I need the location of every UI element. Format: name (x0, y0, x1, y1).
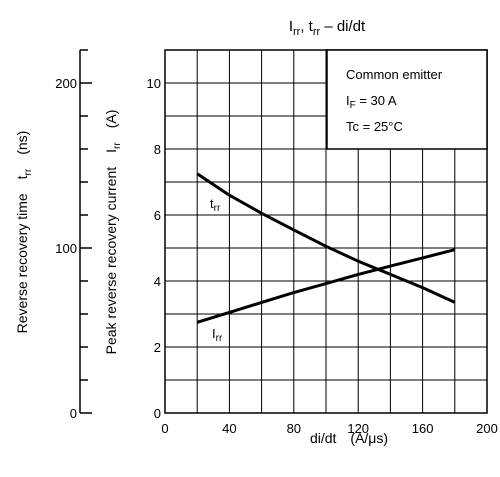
y-axis-label-time: Reverse recovery timetrr(ns) (14, 131, 34, 334)
y-current-symbol-sub: rr (112, 142, 123, 149)
series-layer (196, 172, 456, 324)
legend-line-1: Common emitter (346, 67, 443, 82)
time-axis-ticks: 0 100 200 (55, 49, 92, 421)
current-axis-tick-labels: 0 2 4 6 8 10 (147, 76, 161, 421)
series-line-trr (196, 172, 456, 304)
series-label-trr: trr (210, 196, 221, 214)
legend-line-2: IF = 30 A (346, 93, 397, 111)
current-tick-label: 8 (154, 142, 161, 157)
current-tick-label: 6 (154, 208, 161, 223)
title-mid: , t (300, 18, 313, 35)
y-time-symbol-sub: rr (23, 168, 34, 175)
legend-box-frame (326, 49, 488, 150)
x-tick-labels: 0 40 80 120 160 200 (161, 421, 497, 436)
y-time-unit: (ns) (14, 131, 30, 155)
x-tick-label: 0 (161, 421, 168, 436)
y-time-symbol: t (14, 175, 30, 179)
time-tick-label: 100 (55, 241, 77, 256)
x-axis-unit: (A/μs) (350, 430, 388, 446)
plot-frame (164, 49, 488, 414)
chart-title: Irr, trr – di/dt (289, 18, 366, 38)
series-label-trr-sub: rr (214, 203, 221, 214)
x-tick-label: 200 (476, 421, 498, 436)
y-current-unit: (A) (103, 110, 119, 129)
y-current-symbol: I (103, 149, 119, 153)
legend-line-3: Tc = 25°C (346, 119, 403, 134)
title-sub-1: rr (293, 26, 301, 38)
current-tick-label: 2 (154, 340, 161, 355)
title-tail: – di/dt (320, 18, 366, 35)
title-sub-2: rr (313, 26, 321, 38)
legend-line-2-tail: = 30 A (356, 93, 397, 108)
x-tick-label: 120 (347, 421, 369, 436)
x-tick-label: 80 (287, 421, 301, 436)
series-label-irr: Irr (212, 326, 223, 344)
current-tick-label: 0 (154, 406, 161, 421)
y-axis-label-current: Peak reverse recovery currentIrr(A) (103, 110, 123, 355)
series-line-irr (196, 248, 456, 324)
x-tick-label: 160 (412, 421, 434, 436)
legend-box: Common emitter IF = 30 A Tc = 25°C (326, 49, 488, 150)
current-tick-label: 10 (147, 76, 161, 91)
series-label-irr-sub: rr (216, 333, 223, 344)
legend-line-2-sub: F (350, 100, 356, 111)
x-axis-label: di/dt (A/μs) (310, 430, 388, 446)
x-tick-label: 40 (222, 421, 236, 436)
current-tick-label: 4 (154, 274, 161, 289)
time-tick-label: 0 (70, 406, 77, 421)
time-tick-label: 200 (55, 76, 77, 91)
